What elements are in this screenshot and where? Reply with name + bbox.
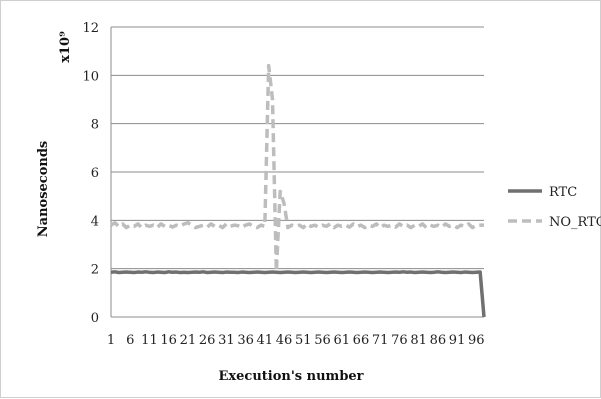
legend-label-rtc: RTC	[549, 185, 577, 200]
x-tick-label: 11	[141, 333, 158, 348]
y-tick-label: 4	[91, 214, 99, 229]
x-tick-label: 1	[107, 333, 115, 348]
x-tick-label: 31	[218, 333, 235, 348]
x-tick-label: 76	[391, 333, 408, 348]
x-tick-label: 81	[410, 333, 427, 348]
x-tick-label: 26	[199, 333, 216, 348]
x-tick-label: 6	[126, 333, 134, 348]
x-tick-label: 51	[295, 333, 312, 348]
y-axis-multiplier: x10⁹	[58, 31, 73, 63]
y-tick-label: 0	[91, 311, 99, 326]
y-axis-title: Nanoseconds	[36, 141, 51, 237]
axes	[110, 27, 484, 318]
x-tick-label: 56	[314, 333, 331, 348]
legend-label-no-rtc: NO_RTC	[549, 215, 601, 230]
x-tick-label: 46	[276, 333, 293, 348]
x-tick-label: 36	[237, 333, 254, 348]
y-tick-label: 8	[91, 118, 99, 133]
x-tick-label: 86	[430, 333, 447, 348]
x-tick-label: 21	[180, 333, 197, 348]
x-tick-label: 71	[372, 333, 389, 348]
x-axis-title: Execution's number	[218, 369, 363, 384]
legend: RTC NO_RTC	[508, 185, 601, 230]
x-tick-label: 16	[160, 333, 177, 348]
x-tick-label: 91	[449, 333, 466, 348]
y-tick-label: 2	[91, 263, 99, 278]
x-tick-label: 66	[353, 333, 370, 348]
y-tick-label: 12	[82, 21, 99, 36]
y-tick-label: 10	[82, 69, 99, 84]
series-line-no-rtc	[110, 63, 484, 273]
x-tick-label: 41	[257, 333, 274, 348]
y-tick-label: 6	[91, 166, 99, 181]
series-lines	[110, 63, 486, 318]
x-tick-label: 61	[333, 333, 350, 348]
x-tick-label: 96	[468, 333, 485, 348]
series-line-rtc	[110, 270, 486, 318]
gridlines	[111, 26, 484, 270]
